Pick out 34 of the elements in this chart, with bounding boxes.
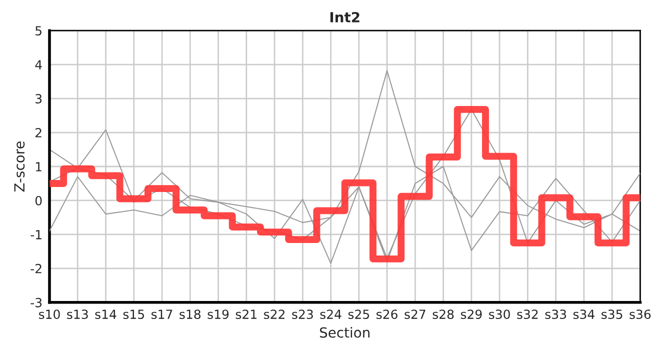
x-tick-label: s10 [38, 310, 60, 320]
x-tick-label: s27 [404, 310, 426, 320]
x-tick-label: s33 [545, 310, 566, 320]
y-tick-label: 3 [36, 94, 42, 104]
x-tick-label: s29 [460, 310, 482, 320]
x-tick-label: s30 [489, 310, 510, 320]
y-tick-label: 2 [36, 128, 42, 138]
x-tick-label: s36 [630, 310, 651, 320]
x-tick-label: s26 [376, 310, 398, 320]
x-tick-label: s19 [208, 310, 229, 320]
y-tick-label: -3 [30, 298, 42, 308]
x-tick-label: s15 [123, 310, 144, 320]
x-tick-label: s13 [67, 310, 88, 320]
x-tick-label: s35 [602, 310, 622, 320]
y-tick-label: 0 [35, 196, 42, 206]
chart-title: Int2 [330, 12, 360, 22]
x-tick-label: s14 [95, 310, 116, 320]
y-tick-label: 1 [36, 162, 42, 172]
y-tick-label: 4 [35, 60, 42, 70]
y-tick-label: -1 [30, 230, 42, 240]
x-tick-label: s22 [264, 310, 284, 320]
y-tick-label: -2 [30, 264, 42, 274]
y-tick-label: 5 [36, 26, 42, 36]
x-tick-label: s28 [432, 310, 454, 320]
x-tick-label: s17 [151, 310, 172, 320]
x-tick-label: s32 [517, 310, 538, 320]
x-tick-label: s21 [236, 310, 256, 320]
x-tick-label: s34 [573, 310, 594, 320]
x-tick-label: s24 [320, 310, 342, 320]
y-axis-title: Z-score [14, 141, 25, 192]
x-tick-label: s18 [180, 310, 200, 320]
x-axis-title: Section [320, 327, 370, 338]
x-tick-label: s25 [348, 310, 370, 320]
x-tick-label: s23 [292, 310, 313, 320]
